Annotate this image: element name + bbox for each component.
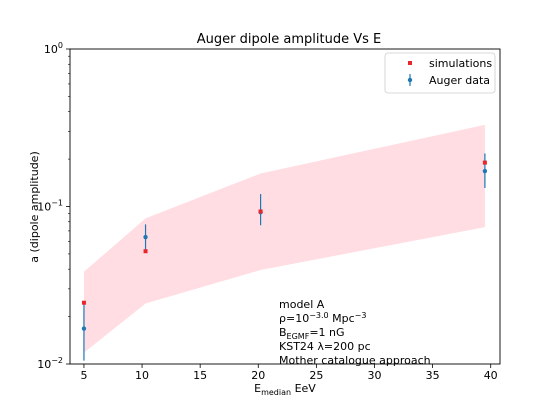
plot-area	[81, 124, 488, 361]
y-tick-label-exponent: −1	[51, 199, 63, 208]
x-axis-label-subscript: median	[261, 388, 291, 397]
y-tick-label: 10−2	[37, 356, 63, 371]
simulation-point	[482, 160, 487, 165]
annotation-density-prefix: ρ=10	[279, 312, 309, 325]
annotation-field-subscript: EGMF	[287, 332, 310, 341]
annotation-line-model: model A	[279, 298, 325, 311]
y-tick-label: 100	[44, 41, 63, 56]
y-tick-label-base: 10	[37, 358, 51, 371]
x-tick-label: 35	[426, 369, 440, 382]
annotation-line-field: BEGMF=1 nG	[279, 326, 345, 341]
plot-frame	[69, 48, 501, 365]
auger-point	[81, 326, 87, 331]
x-axis-ticks: 5 10 15 20 25 30 35 40	[80, 364, 498, 382]
model-annotation: model A ρ=10−3.0 Mpc−3 BEGMF=1 nG KST24 …	[279, 298, 431, 367]
y-axis-label: a (dipole amplitude)	[28, 151, 41, 262]
y-tick-label-exponent: −2	[51, 356, 63, 365]
simulation-point	[258, 209, 263, 214]
simulation-range-band	[83, 124, 485, 353]
annotation-line-density: ρ=10−3.0 Mpc−3	[279, 311, 366, 325]
y-tick-label: 10−1	[37, 199, 63, 214]
legend: simulations Auger data	[384, 52, 496, 94]
annotation-density-unit: Mpc	[329, 312, 355, 325]
x-tick-label: 30	[367, 369, 381, 382]
x-tick-label: 15	[193, 369, 207, 382]
y-tick-label-exponent: 0	[58, 41, 63, 50]
x-tick-label: 20	[251, 369, 265, 382]
annotation-density-unit-exponent: −3	[355, 311, 367, 320]
legend-auger-label: Auger data	[429, 74, 490, 87]
legend-simulations-marker	[408, 61, 412, 65]
simulation-point	[81, 300, 86, 305]
x-tick-label: 25	[309, 369, 323, 382]
auger-point	[482, 168, 488, 174]
x-tick-label: 5	[80, 369, 87, 382]
x-axis-label-main: E	[254, 382, 261, 395]
legend-box	[384, 52, 496, 94]
annotation-field-prefix: B	[279, 326, 287, 339]
simulation-point	[143, 249, 148, 254]
legend-simulations-label: simulations	[429, 57, 492, 70]
x-axis-label: Emedian EeV	[254, 382, 316, 397]
x-tick-label: 40	[484, 369, 498, 382]
y-tick-label-base: 10	[44, 43, 58, 56]
annotation-density-exponent: −3.0	[309, 311, 328, 320]
chart-title: Auger dipole amplitude Vs E	[197, 32, 382, 47]
legend-auger-marker	[407, 77, 413, 83]
x-tick-label: 10	[135, 369, 149, 382]
x-axis-label-unit: EeV	[291, 382, 316, 395]
annotation-line-catalogue: Mother catalogue approach	[279, 354, 431, 367]
annotation-line-turbulence: KST24 λ=200 pc	[279, 340, 371, 353]
y-tick-label-base: 10	[37, 201, 51, 214]
auger-point	[143, 234, 148, 240]
annotation-field-value: =1 nG	[309, 326, 344, 339]
